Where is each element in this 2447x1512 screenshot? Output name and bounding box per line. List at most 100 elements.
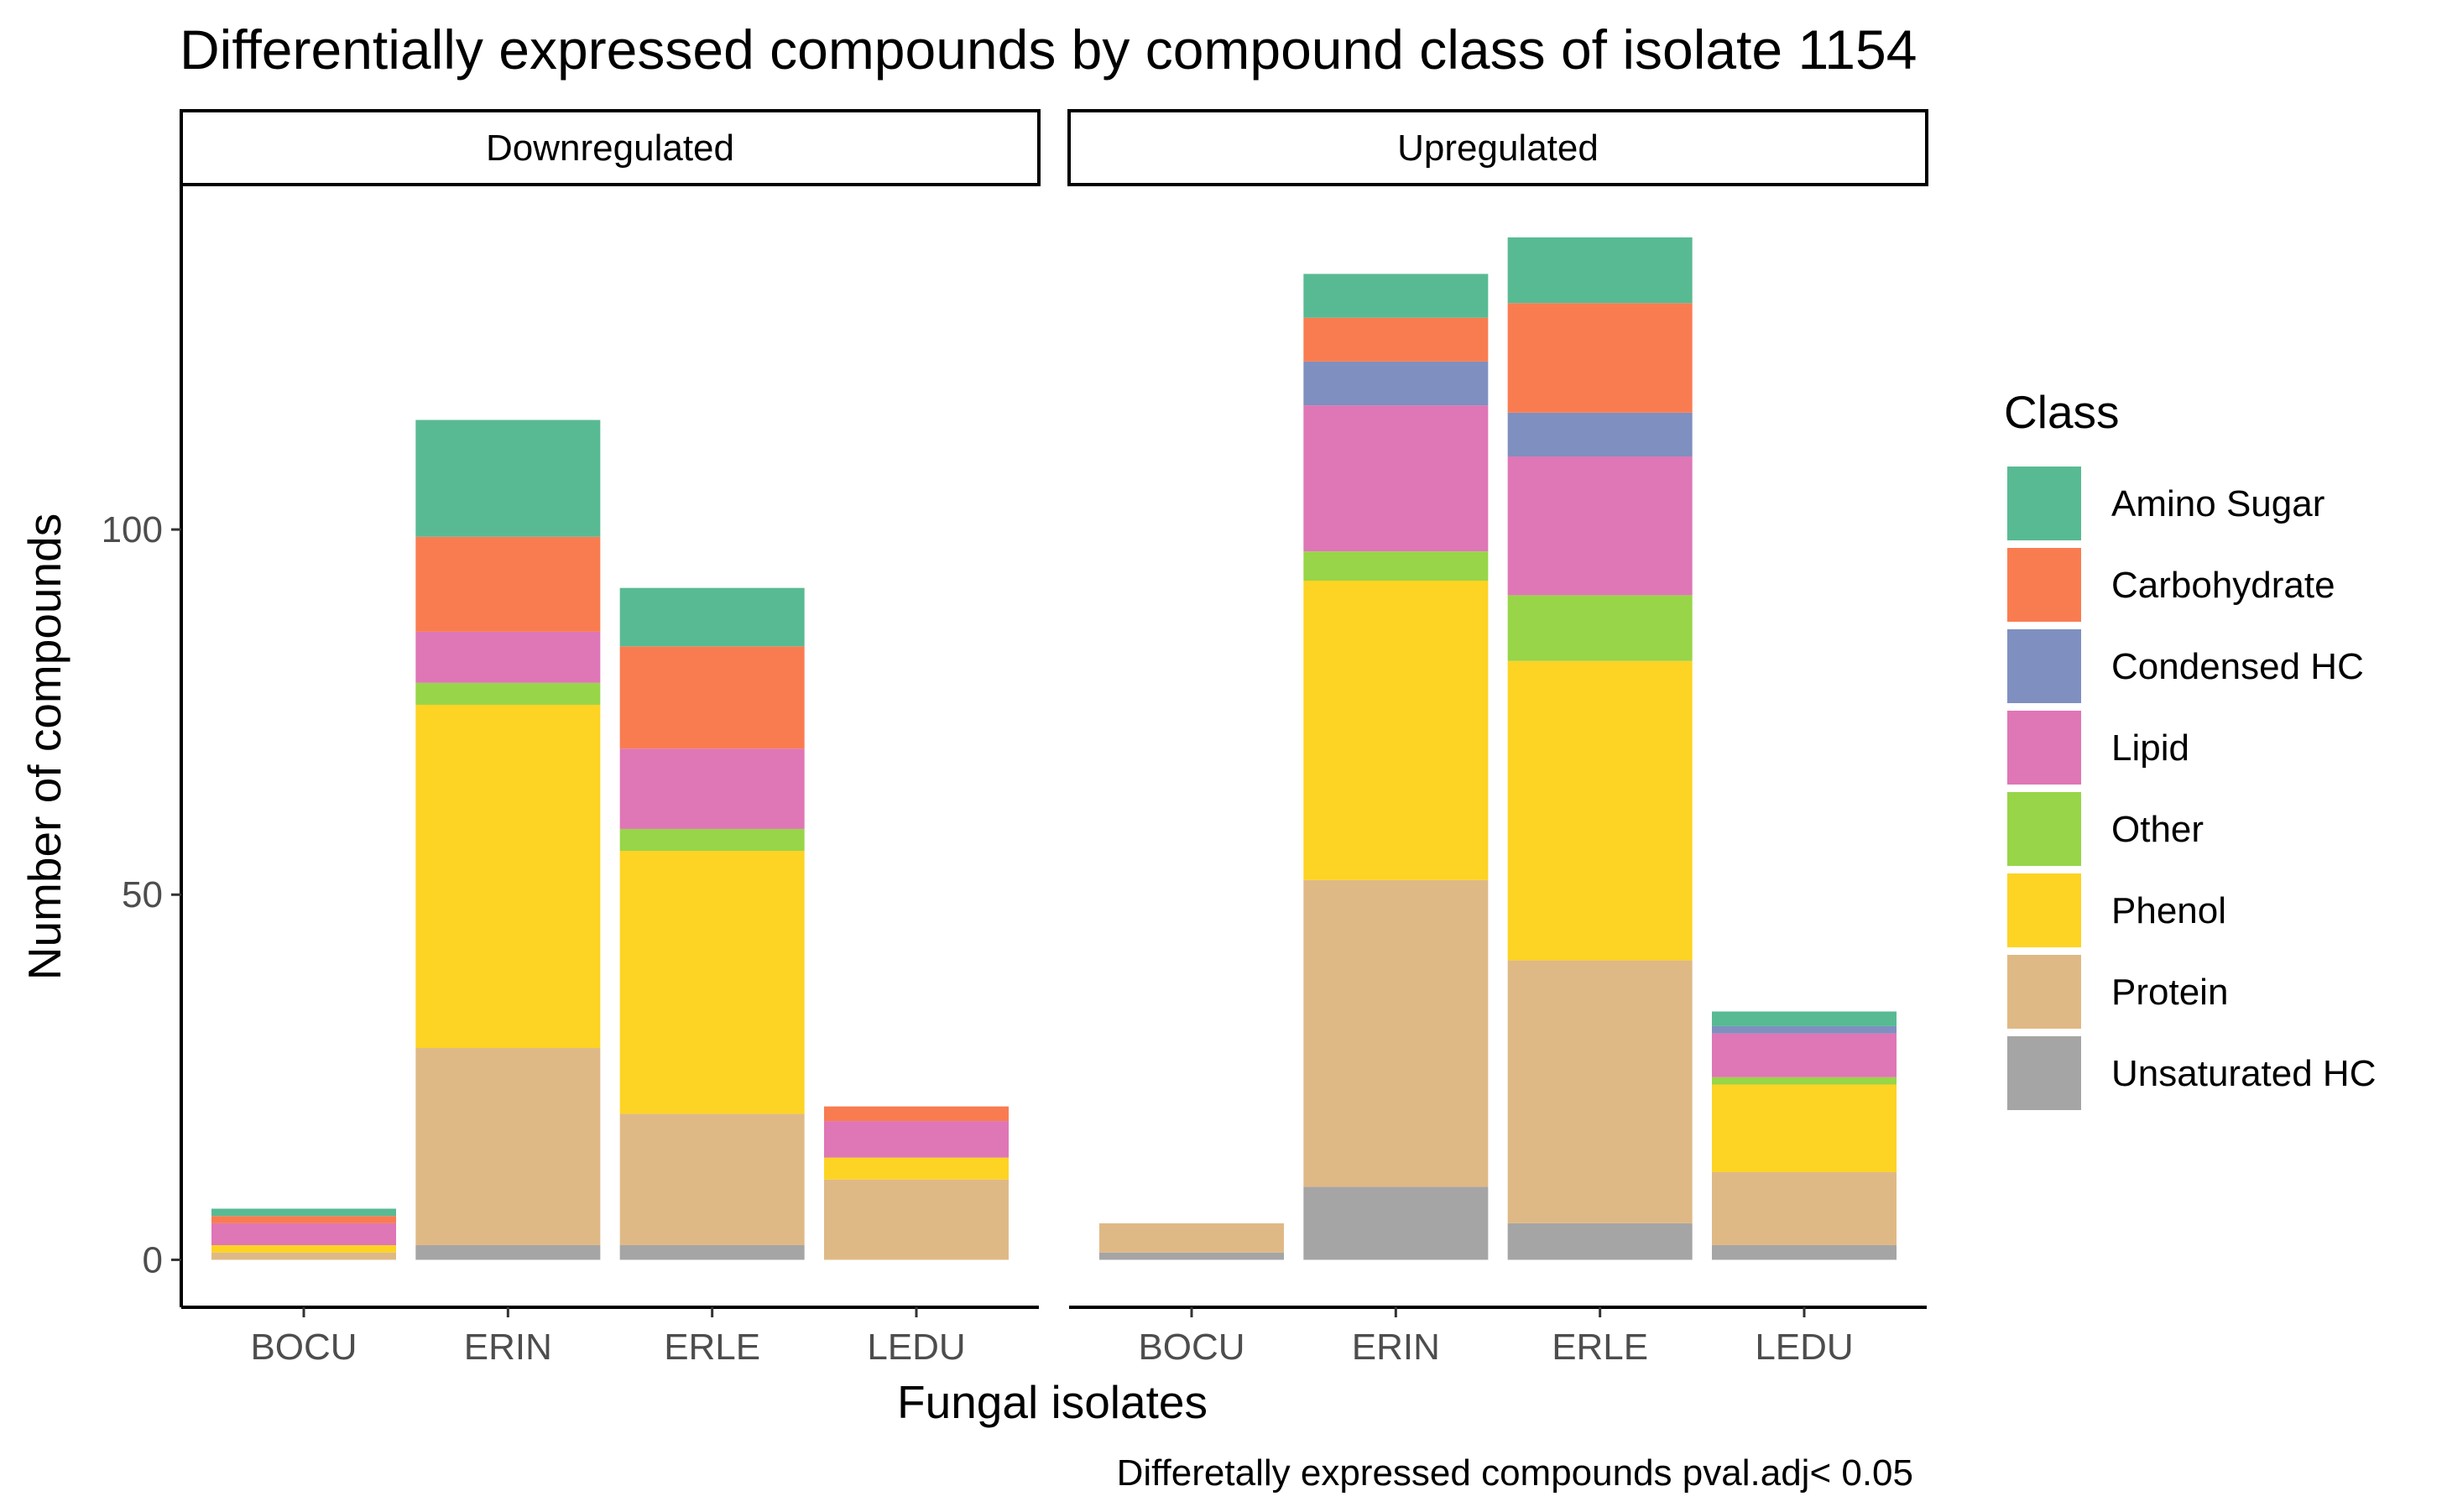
bar-segment-condensed-hc — [1507, 412, 1693, 457]
x-tick-label: ERLE — [1552, 1327, 1648, 1368]
legend-item-lipid: Lipid — [2007, 711, 2189, 785]
legend-item-condensed-hc: Condensed HC — [2007, 629, 2364, 703]
bar-segment-phenol — [211, 1245, 396, 1253]
bar-downregulated-ledu — [824, 1106, 1009, 1260]
legend-swatch — [2007, 1036, 2081, 1110]
legend-item-phenol: Phenol — [2007, 873, 2226, 947]
bar-segment-amino-sugar — [1507, 237, 1693, 304]
bar-segment-unsaturated-hc — [619, 1245, 805, 1260]
bar-segment-amino-sugar — [1712, 1011, 1897, 1026]
bar-segment-carbohydrate — [824, 1106, 1009, 1122]
bar-segment-protein — [1507, 960, 1693, 1223]
bar-segment-unsaturated-hc — [1712, 1245, 1897, 1260]
facet-strip-label: Upregulated — [1397, 128, 1599, 169]
legend-label: Carbohydrate — [2111, 565, 2335, 606]
bar-segment-carbohydrate — [1507, 303, 1693, 413]
bar-segment-carbohydrate — [1303, 317, 1489, 362]
legend-item-amino-sugar: Amino Sugar — [2007, 467, 2324, 540]
bar-segment-condensed-hc — [1712, 1025, 1897, 1034]
bar-segment-carbohydrate — [211, 1216, 396, 1223]
y-tick-label: 0 — [143, 1239, 163, 1280]
bar-segment-protein — [1712, 1171, 1897, 1246]
bar-segment-unsaturated-hc — [415, 1245, 601, 1260]
legend-swatch — [2007, 548, 2081, 622]
facet-strip-label: Downregulated — [486, 128, 734, 169]
bar-segment-lipid — [1303, 405, 1489, 552]
caption: Differetally expressed compounds pval.ad… — [1117, 1452, 1913, 1494]
panel-downregulated: Downregulated BOCU ERIN ERLE LEDU — [180, 109, 1041, 1368]
bar-segment-protein — [415, 1048, 601, 1246]
bar-segment-protein — [1099, 1223, 1284, 1253]
legend-label: Other — [2111, 809, 2204, 850]
bar-segment-condensed-hc — [1303, 361, 1489, 406]
x-axis-title: Fungal isolates — [897, 1376, 1208, 1428]
bar-segment-protein — [824, 1179, 1009, 1260]
bar-segment-amino-sugar — [211, 1208, 396, 1217]
bar-segment-lipid — [415, 631, 601, 683]
legend-swatch — [2007, 467, 2081, 540]
bar-segment-carbohydrate — [619, 646, 805, 749]
bar-segment-other — [1712, 1077, 1897, 1085]
legend-title: Class — [2004, 386, 2120, 438]
x-tick-label: ERIN — [1352, 1327, 1440, 1368]
bar-segment-protein — [1303, 879, 1489, 1187]
legend-item-unsaturated-hc: Unsaturated HC — [2007, 1036, 2376, 1110]
legend-label: Lipid — [2111, 727, 2189, 769]
legend-label: Protein — [2111, 972, 2228, 1013]
legend-item-other: Other — [2007, 792, 2204, 866]
bar-segment-unsaturated-hc — [1507, 1223, 1693, 1260]
bar-segment-lipid — [824, 1121, 1009, 1158]
legend-label: Condensed HC — [2111, 646, 2364, 687]
bar-segment-protein — [211, 1252, 396, 1260]
chart-title: Differentially expressed compounds by co… — [180, 18, 1917, 81]
bar-segment-amino-sugar — [415, 420, 601, 537]
bar-upregulated-ledu — [1712, 1011, 1897, 1260]
legend-label: Unsaturated HC — [2111, 1053, 2376, 1094]
bar-segment-lipid — [619, 748, 805, 829]
x-tick-label: BOCU — [250, 1327, 357, 1368]
legend-item-carbohydrate: Carbohydrate — [2007, 548, 2335, 622]
y-axis-title: Number of compounds — [18, 514, 70, 980]
legend-swatch — [2007, 873, 2081, 947]
bar-downregulated-bocu — [211, 1208, 396, 1260]
legend-swatch — [2007, 792, 2081, 866]
bar-segment-phenol — [1303, 580, 1489, 880]
bar-segment-unsaturated-hc — [1099, 1252, 1284, 1260]
y-tick-label: 50 — [122, 874, 163, 915]
bar-segment-phenol — [824, 1157, 1009, 1180]
bar-segment-lipid — [211, 1223, 396, 1246]
panel-upregulated: Upregulated BOCU ERIN ERLE LEDU — [1067, 109, 1928, 1368]
facet-strip — [180, 109, 1041, 186]
legend-item-protein: Protein — [2007, 955, 2228, 1029]
bar-segment-protein — [619, 1113, 805, 1246]
bar-segment-lipid — [1507, 456, 1693, 596]
y-tick-label: 100 — [102, 509, 163, 550]
legend-swatch — [2007, 629, 2081, 703]
legend-label: Phenol — [2111, 890, 2226, 931]
bar-segment-other — [619, 828, 805, 852]
facet-panels: Downregulated BOCU ERIN ERLE LEDU Upregulated… — [102, 109, 1928, 1368]
y-axis: 0 50 100 — [102, 186, 183, 1307]
bar-downregulated-erin — [415, 420, 601, 1260]
bar-segment-other — [1303, 551, 1489, 581]
x-tick-label: LEDU — [867, 1327, 965, 1368]
x-tick-label: LEDU — [1755, 1327, 1853, 1368]
bar-segment-lipid — [1712, 1033, 1897, 1077]
bar-segment-other — [415, 682, 601, 705]
bar-segment-carbohydrate — [415, 536, 601, 632]
bar-segment-phenol — [415, 704, 601, 1049]
legend: Class Amino Sugar Carbohydrate Condensed H… — [2004, 386, 2376, 1110]
bar-segment-phenol — [1507, 660, 1693, 961]
bar-upregulated-erin — [1303, 274, 1489, 1260]
bar-upregulated-erle — [1507, 237, 1693, 1260]
bar-segment-other — [1507, 595, 1693, 661]
bar-segment-amino-sugar — [619, 587, 805, 647]
bar-segment-amino-sugar — [1303, 274, 1489, 318]
x-tick-label: ERLE — [664, 1327, 760, 1368]
legend-swatch — [2007, 711, 2081, 785]
bar-upregulated-bocu — [1099, 1223, 1284, 1260]
bar-segment-phenol — [619, 851, 805, 1114]
facet-strip — [1067, 109, 1928, 186]
bar-segment-phenol — [1712, 1084, 1897, 1172]
